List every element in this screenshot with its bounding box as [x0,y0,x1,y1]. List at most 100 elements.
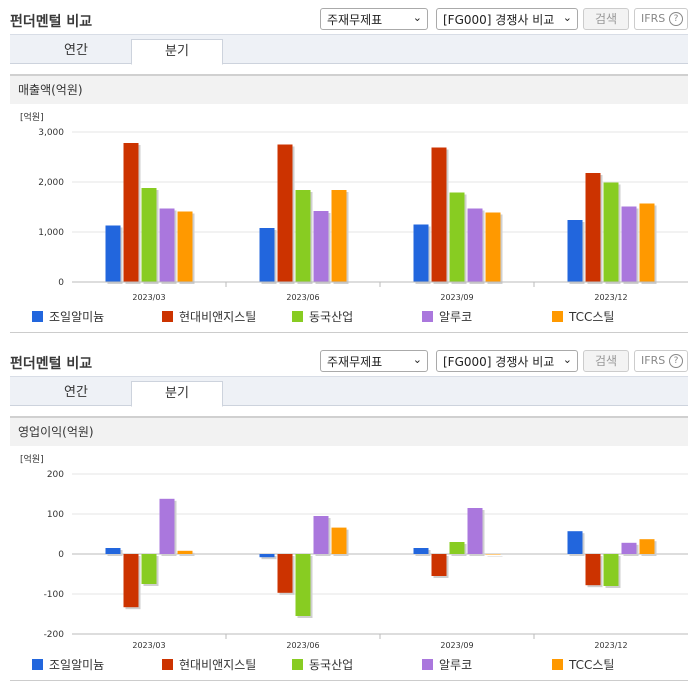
bar[interactable] [141,188,157,282]
ifrs-button[interactable]: IFRS? [634,8,688,30]
tab-quarterly[interactable]: 분기 [131,381,223,407]
y-tick-label: 100 [47,510,64,520]
bar[interactable] [259,554,275,558]
bar[interactable] [603,554,619,586]
y-tick-label: -200 [44,630,65,640]
peer-group-select-value: [FG000] 경쟁사 비교 [443,355,555,369]
bar[interactable] [485,212,501,283]
x-tick-label: 2023/12 [594,293,627,302]
bar[interactable] [105,548,121,554]
legend-item[interactable]: 알루코 [422,308,472,325]
chart-area: [억원] -200 -100 0 100 200 2023/03 2023/06 2023/09… [10,446,688,682]
financial-statement-select-value: 주재무제표 [327,13,383,27]
bar[interactable] [621,206,637,283]
bar[interactable] [105,225,121,283]
y-tick-label: 0 [58,550,64,560]
bar[interactable] [141,554,157,584]
legend-label: 알루코 [439,310,473,324]
peer-group-select[interactable]: [FG000] 경쟁사 비교 ⌄ [436,350,578,372]
legend-swatch [422,311,433,322]
peer-group-select-value: [FG000] 경쟁사 비교 [443,13,555,27]
bar[interactable] [639,203,655,283]
search-button[interactable]: 검색 [583,350,629,372]
unit-label: [억원] [20,453,44,465]
y-tick-label: 1,000 [38,228,64,238]
financial-statement-select[interactable]: 주재무제표 ⌄ [320,350,428,372]
bar[interactable] [159,208,175,283]
legend-label: 현대비앤지스틸 [179,310,257,324]
ifrs-button[interactable]: IFRS? [634,350,688,372]
ifrs-label: IFRS [641,354,666,367]
bar[interactable] [621,542,637,554]
x-tick-label: 2023/12 [594,641,627,650]
bar[interactable] [567,531,583,554]
peer-group-select[interactable]: [FG000] 경쟁사 비교 ⌄ [436,8,578,30]
legend-label: TCC스틸 [569,658,615,672]
bar[interactable] [123,554,139,608]
x-tick-label: 2023/09 [440,641,473,650]
legend-label: TCC스틸 [569,310,615,324]
legend-item[interactable]: 조일알미늄 [32,308,104,325]
bar[interactable] [259,228,275,282]
chevron-down-icon: ⌄ [562,353,572,366]
legend-item[interactable]: 동국산업 [292,656,353,673]
bar[interactable] [413,548,429,554]
bar[interactable] [277,554,293,593]
bar[interactable] [449,192,465,283]
bar[interactable] [467,508,483,554]
legend-item[interactable]: 현대비앤지스틸 [162,656,256,673]
help-icon[interactable]: ? [669,354,683,368]
legend-item[interactable]: 조일알미늄 [32,656,104,673]
bar[interactable] [585,554,601,586]
bar[interactable] [313,516,329,554]
legend-item[interactable]: 알루코 [422,656,472,673]
bar[interactable] [177,550,193,554]
y-tick-label: -100 [44,590,65,600]
chart-legend: 조일알미늄 현대비앤지스틸 동국산업 알루코 TCC스틸 [10,656,688,672]
bar[interactable] [277,144,293,283]
x-tick-label: 2023/03 [132,293,165,302]
y-tick-label: 0 [58,278,64,288]
legend-swatch [292,659,303,670]
bar[interactable] [123,143,139,282]
tab-annual[interactable]: 연간 [64,385,88,400]
bar[interactable] [567,220,583,282]
bar[interactable] [603,182,619,283]
bar[interactable] [449,542,465,554]
x-tick-label: 2023/09 [440,293,473,302]
bar[interactable] [159,498,175,554]
bar[interactable] [585,173,601,282]
x-tick-label: 2023/06 [286,293,319,302]
bar[interactable] [467,208,483,283]
tab-annual[interactable]: 연간 [64,43,88,58]
tab-quarterly[interactable]: 분기 [131,39,223,65]
bar[interactable] [413,224,429,283]
ifrs-label: IFRS [641,12,666,25]
bar[interactable] [431,147,447,283]
panel-title: 펀더멘털 비교 [10,14,93,30]
legend-item[interactable]: 동국산업 [292,308,353,325]
legend-item[interactable]: TCC스틸 [552,308,614,325]
bar[interactable] [331,527,347,554]
financial-statement-select[interactable]: 주재무제표 ⌄ [320,8,428,30]
legend-swatch [32,659,43,670]
metric-label: 영업이익(억원) [10,416,688,446]
bar[interactable] [431,554,447,576]
bar[interactable] [331,190,347,282]
panel-header: 펀더멘털 비교 주재무제표 ⌄ [FG000] 경쟁사 비교 ⌄ 검색 IFRS? [0,342,696,376]
legend-item[interactable]: 현대비앤지스틸 [162,308,256,325]
bar[interactable] [295,554,311,616]
bar-shadow [487,556,503,557]
bar[interactable] [313,211,329,282]
bar[interactable] [295,190,311,282]
bar-shadow [179,552,195,556]
legend-label: 조일알미늄 [49,310,105,324]
legend-item[interactable]: TCC스틸 [552,656,614,673]
legend-swatch [292,311,303,322]
help-icon[interactable]: ? [669,12,683,26]
bar[interactable] [485,554,501,555]
search-button[interactable]: 검색 [583,8,629,30]
bar[interactable] [639,539,655,554]
legend-swatch [552,311,563,322]
bar[interactable] [177,211,193,283]
